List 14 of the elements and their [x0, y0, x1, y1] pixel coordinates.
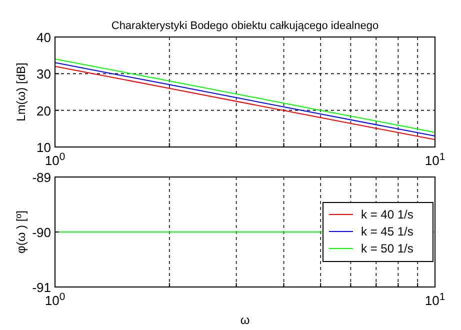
y-tick-label: -90 [32, 225, 51, 240]
chart-title: Charakterystyki Bodego obiektu całkującego idealnego [111, 20, 379, 32]
legend-label: k = 40 1/s [361, 208, 414, 222]
x-tick-label: 10$^{1}$ [424, 292, 446, 308]
y-tick-label: 20 [36, 103, 51, 118]
legend-label: k = 50 1/s [361, 242, 414, 256]
x-axis-title: ω [240, 313, 250, 327]
x-tick-label: 10$^{1}$ [424, 152, 446, 168]
y-tick-label: 30 [36, 66, 51, 82]
legend-label: k = 45 1/s [361, 224, 414, 238]
y-axis-title: Lm(ω) [dB] [14, 62, 28, 122]
y-tick-label: -89 [32, 170, 51, 185]
y-axis-title: φ(ω ) [º] [14, 210, 28, 254]
y-tick-label: 40 [36, 30, 51, 45]
